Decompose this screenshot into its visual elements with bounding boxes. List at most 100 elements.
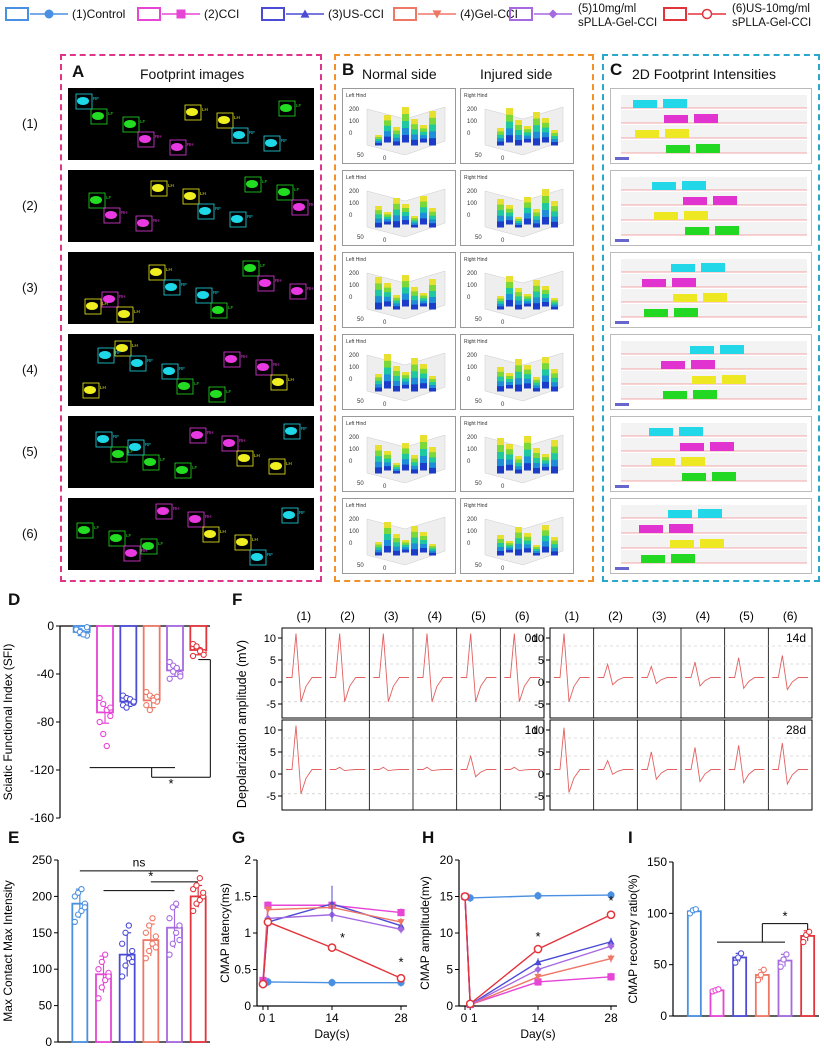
paw-print	[171, 143, 183, 151]
panel-c-border	[602, 54, 820, 582]
f-time-label: 28d	[786, 723, 806, 737]
intensity-block	[696, 144, 720, 153]
3d-bar	[524, 533, 531, 538]
paw-print	[231, 215, 243, 223]
3d-bar	[375, 461, 382, 468]
f-trace	[641, 751, 677, 781]
3d-bar	[420, 207, 427, 214]
3d-bar	[393, 141, 400, 146]
3d-bar	[515, 538, 522, 545]
intensity-block	[694, 114, 718, 123]
3d-bar	[384, 454, 391, 460]
paw-print	[157, 507, 169, 515]
paw-label: RH	[141, 548, 148, 553]
3d-bar	[551, 453, 558, 461]
legend-box	[663, 7, 687, 21]
3d-bar	[506, 208, 513, 214]
3d-bar	[393, 209, 400, 216]
3d-bar	[429, 303, 436, 310]
3d-bar	[375, 549, 382, 553]
data-point	[105, 973, 112, 980]
z-tick: 200	[349, 517, 360, 523]
footprint-row-label: (4)	[22, 362, 38, 377]
paw-label: RF	[179, 366, 185, 371]
y-tick-label: 200	[32, 889, 52, 903]
3d-bar	[542, 203, 549, 211]
paw-print	[78, 526, 90, 534]
panel-i-letter: I	[628, 828, 633, 847]
data-point	[78, 885, 85, 893]
3d-bar	[551, 133, 558, 137]
series-point	[534, 965, 542, 974]
3d-bar	[420, 442, 427, 450]
3d-bar	[420, 218, 427, 225]
3d-bar	[506, 108, 513, 116]
intensity-plot-2	[610, 170, 812, 246]
intensity-block	[693, 390, 717, 399]
paw-print	[176, 466, 188, 474]
intensity-block	[683, 197, 707, 205]
f-trace	[772, 655, 808, 691]
bar-(6)	[189, 895, 207, 1043]
3d-bar	[515, 221, 522, 224]
3d-bar	[375, 222, 382, 228]
paw-box	[137, 131, 155, 148]
z-tick: 200	[349, 353, 360, 359]
data-point	[169, 940, 176, 947]
3d-bar	[402, 448, 409, 455]
3d-bar	[411, 531, 418, 539]
3d-bar	[533, 453, 540, 459]
paw-box	[244, 176, 262, 193]
3d-bar	[393, 303, 400, 307]
intensity-block	[701, 263, 725, 272]
paw-label: RH	[119, 294, 126, 299]
intensity-legend-swatch	[615, 321, 629, 324]
x-axis-label: Day(s)	[314, 1027, 349, 1041]
z-tick: 100	[467, 201, 478, 207]
y-tick-label: 20	[440, 853, 454, 867]
paw-print	[144, 458, 156, 466]
3d-bar	[420, 449, 427, 457]
legend-box	[393, 7, 417, 21]
3d-bar	[420, 456, 427, 464]
data-point	[129, 947, 136, 955]
f-tick-label: -5	[534, 699, 544, 711]
3d-bar	[497, 303, 504, 307]
3d-bar	[542, 196, 549, 204]
3d-bar	[411, 455, 418, 460]
intensity-block	[698, 509, 722, 518]
intensity-lane	[621, 550, 807, 563]
paw-print	[118, 310, 130, 318]
y-tick-label: -120	[30, 763, 54, 777]
axis-tick: 0	[383, 402, 387, 408]
footprint-svg: LH RF LF RH LH RF LF RH LH RF	[82, 340, 294, 403]
3d-bar	[506, 276, 513, 283]
3d-bar	[524, 298, 531, 302]
z-tick: 0	[349, 295, 353, 301]
3d-bar	[524, 294, 531, 297]
3d-bar	[551, 216, 558, 223]
panel-b-col1-title: Normal side	[362, 66, 437, 82]
paw-print	[223, 439, 235, 447]
axis-tick: 0	[383, 320, 387, 326]
3d-bar	[533, 131, 540, 139]
z-tick: 100	[467, 119, 478, 125]
3d-bar	[384, 131, 391, 138]
legend-item-1: (1)Control	[5, 7, 125, 21]
paw-print	[131, 359, 143, 367]
3d-bar	[497, 221, 504, 228]
legend-label-line1: (5)10mg/ml	[578, 3, 636, 15]
paw-box	[249, 549, 267, 566]
3d-bar	[384, 120, 391, 127]
3d-bar	[402, 121, 409, 129]
f-tick-label: -5	[266, 791, 276, 803]
paw-print	[204, 530, 216, 538]
z-tick: 200	[467, 517, 478, 523]
paw-print	[103, 295, 115, 303]
y-tick-label: -40	[37, 667, 55, 681]
3d-bar	[515, 125, 522, 131]
x-tick-label: 28	[604, 1011, 618, 1025]
x-tick-label: 14	[325, 1011, 339, 1025]
3d-bar	[420, 364, 427, 370]
data-point	[122, 929, 129, 936]
